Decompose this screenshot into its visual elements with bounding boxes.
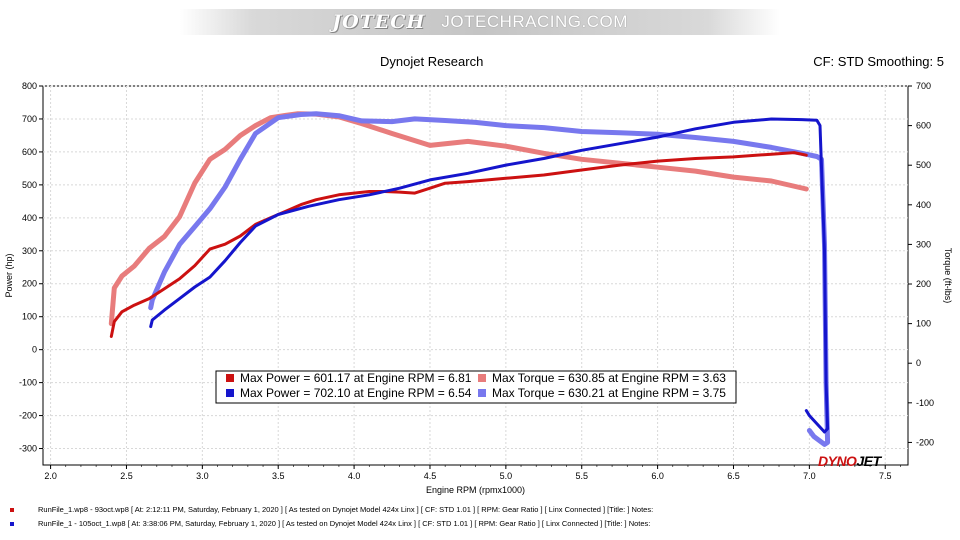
y-right-axis-label: Torque (ft-lbs) <box>943 248 953 304</box>
x-tick-label: 6.0 <box>651 471 664 481</box>
y-left-tick-label: -100 <box>19 378 37 388</box>
series-power-line-3 <box>149 117 830 434</box>
y-right-tick-label: 400 <box>916 200 931 210</box>
x-tick-label: 4.5 <box>424 471 437 481</box>
y-left-tick-label: -300 <box>19 444 37 454</box>
legend-label: Max Torque = 630.85 at Engine RPM = 3.63 <box>492 371 726 385</box>
y-right-tick-label: -100 <box>916 398 934 408</box>
x-tick-label: 7.5 <box>879 471 892 481</box>
legend-swatch <box>478 374 486 382</box>
footer-run-info-1: RunFile_1.wp8 - 93oct.wp8 [ At: 2:12:11 … <box>38 505 654 514</box>
legend-label: Max Power = 601.17 at Engine RPM = 6.81 <box>240 371 472 385</box>
dynojet-logo: DYNOJET <box>818 453 881 469</box>
legend-swatch <box>478 389 486 397</box>
y-right-tick-label: 600 <box>916 121 931 131</box>
y-left-tick-label: 400 <box>22 213 37 223</box>
y-left-tick-label: 100 <box>22 312 37 322</box>
dynojet-logo-part2: JET <box>856 453 881 469</box>
footer-series-marker-2 <box>10 522 14 526</box>
y-right-tick-label: 700 <box>916 81 931 91</box>
jotech-logo: JOTECH <box>332 11 426 33</box>
y-left-tick-label: 600 <box>22 147 37 157</box>
banner-url: JOTECHRACING.COM <box>441 12 628 31</box>
x-tick-label: 7.0 <box>803 471 816 481</box>
x-tick-label: 3.0 <box>196 471 209 481</box>
x-axis-label: Engine RPM (rpmx1000) <box>426 485 525 495</box>
y-right-tick-label: 0 <box>916 358 921 368</box>
header-banner: JOTECH JOTECHRACING.COM <box>180 9 780 35</box>
y-left-tick-label: 0 <box>32 345 37 355</box>
x-tick-label: 3.5 <box>272 471 285 481</box>
x-tick-label: 5.0 <box>500 471 513 481</box>
y-left-axis-label: Power (hp) <box>4 253 14 297</box>
x-tick-label: 5.5 <box>575 471 588 481</box>
y-right-tick-label: 300 <box>916 239 931 249</box>
legend-label: Max Torque = 630.21 at Engine RPM = 3.75 <box>492 386 726 400</box>
y-left-tick-label: 500 <box>22 180 37 190</box>
x-tick-label: 4.0 <box>348 471 361 481</box>
y-right-tick-label: 500 <box>916 160 931 170</box>
x-tick-label: 2.0 <box>44 471 57 481</box>
y-right-tick-label: -200 <box>916 437 934 447</box>
series-power-line-1 <box>109 151 808 338</box>
y-left-tick-label: -200 <box>19 411 37 421</box>
legend-swatch <box>226 389 234 397</box>
footer-series-marker-1 <box>10 508 14 512</box>
dynojet-logo-part1: DYNO <box>818 453 857 469</box>
y-left-tick-label: 700 <box>22 114 37 124</box>
y-right-tick-label: 200 <box>916 279 931 289</box>
y-right-tick-label: 100 <box>916 319 931 329</box>
x-tick-label: 2.5 <box>120 471 133 481</box>
x-tick-label: 6.5 <box>727 471 740 481</box>
y-left-tick-label: 200 <box>22 279 37 289</box>
legend-swatch <box>226 374 234 382</box>
legend-box <box>215 370 737 404</box>
y-left-tick-label: 300 <box>22 246 37 256</box>
legend-label: Max Power = 702.10 at Engine RPM = 6.54 <box>240 386 472 400</box>
y-left-tick-label: 800 <box>22 81 37 91</box>
footer-run-info-2: RunFile_1 - 105oct_1.wp8 [ At: 3:38:06 P… <box>38 519 651 528</box>
chart-title: Dynojet Research <box>380 54 484 69</box>
correction-factor-label: CF: STD Smoothing: 5 <box>813 54 944 69</box>
